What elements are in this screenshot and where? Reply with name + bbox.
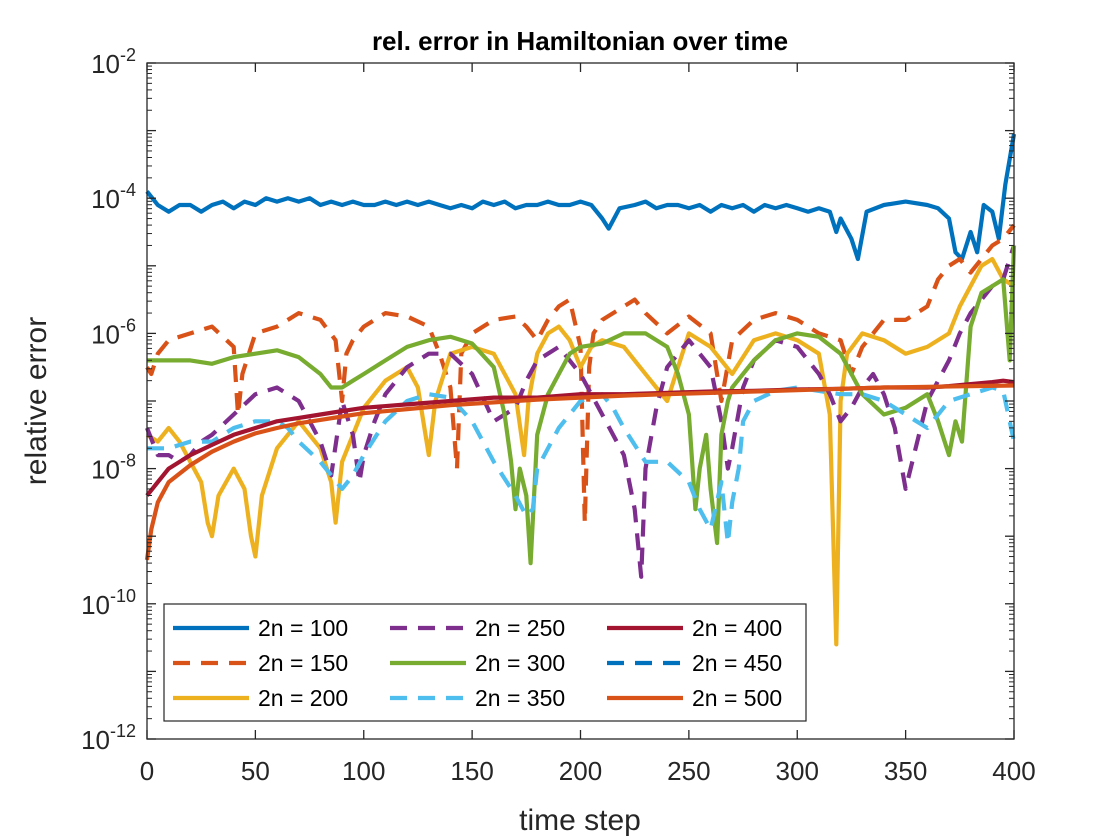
legend-label: 2n = 250 [475, 615, 565, 641]
x-tick-label: 250 [667, 756, 710, 786]
y-tick-label: 10-8 [91, 451, 136, 485]
x-tick-label: 350 [884, 756, 927, 786]
series-line-2300 [147, 245, 1017, 566]
series-line-2200 [145, 256, 1016, 647]
series-line-2100 [145, 133, 1017, 262]
legend: 2n = 100 2n = 150 2n = 200 2n = 250 2n = 300… [163, 603, 807, 722]
series-line-2250 [145, 244, 1017, 579]
series-layer [144, 133, 1017, 647]
x-tick-label: 400 [992, 756, 1035, 786]
series-line-2150 [145, 223, 1016, 525]
legend-label: 2n = 100 [258, 615, 348, 641]
y-tick-label: 10-2 [91, 45, 136, 79]
x-tick-label: 100 [342, 756, 385, 786]
series-line-2350 [147, 385, 1017, 546]
y-tick-label: 10-4 [91, 180, 136, 214]
legend-label: 2n = 350 [475, 685, 565, 711]
tick-layer: 0 50 100 150 200 250 300 350 400 10-2 10-4 10-6 10-8… [81, 45, 1036, 786]
y-tick-label: 10-10 [81, 586, 136, 620]
series-line-2500 [144, 383, 1015, 561]
y-tick-label: 10-6 [91, 315, 136, 349]
x-tick-label: 300 [776, 756, 819, 786]
legend-label: 2n = 150 [258, 650, 348, 676]
x-tick-label: 150 [450, 756, 493, 786]
x-tick-label: 0 [140, 756, 154, 786]
legend-label: 2n = 300 [475, 650, 565, 676]
x-tick-label: 50 [241, 756, 270, 786]
y-tick-label: 10-12 [81, 721, 136, 755]
legend-box [163, 603, 807, 722]
x-tick-label: 200 [559, 756, 602, 786]
chart-title: rel. error in Hamiltonian over time [372, 26, 788, 56]
legend-label: 2n = 450 [692, 650, 782, 676]
legend-label: 2n = 200 [258, 685, 348, 711]
x-axis-label: time step [519, 804, 641, 837]
legend-label: 2n = 500 [692, 685, 782, 711]
legend-label: 2n = 400 [692, 615, 782, 641]
y-axis-label: relative error [20, 317, 53, 485]
